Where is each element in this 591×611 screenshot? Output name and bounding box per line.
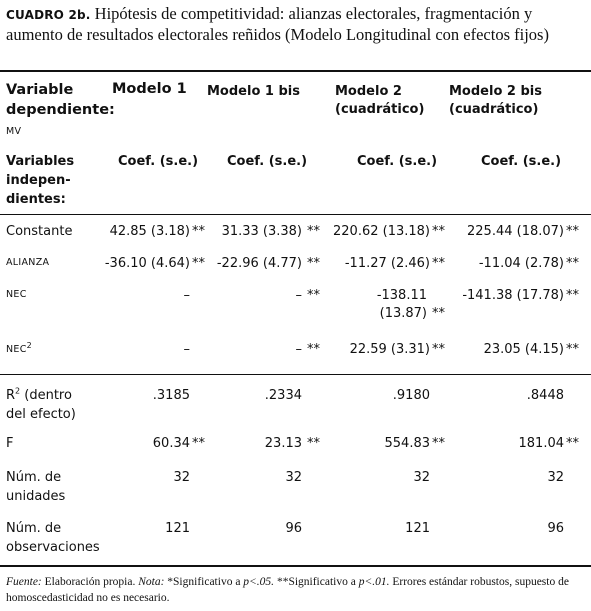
sig-nec2-3: **: [432, 342, 445, 357]
cell-unidades-2: 32: [285, 470, 302, 485]
col-header-modelo-2-sub: (cuadrático): [335, 102, 425, 117]
cell-nec2-4: 23.05 (4.15): [483, 342, 564, 357]
nota-text-a: *Significativo a: [167, 576, 244, 588]
nota-text-b: **Significativo a: [274, 576, 359, 588]
cell-alianza-1: -36.10 (4.64): [104, 256, 190, 271]
caption-title: Hipótesis de competitividad: alianzas el…: [6, 4, 549, 44]
cell-unidades-3: 32: [413, 470, 430, 485]
cell-observaciones-1: 121: [165, 521, 190, 536]
nec2-label-sup: 2: [26, 340, 33, 350]
coef-label-2: Coef. (s.e.): [227, 154, 308, 169]
sig-nec2-4: **: [566, 342, 579, 357]
cell-constante-2: 31.33 (3.38): [221, 224, 302, 239]
cell-constante-3: 220.62 (13.18): [333, 224, 430, 239]
sig-alianza-2: **: [307, 256, 320, 271]
cell-nec2-3: 22.59 (3.31): [349, 342, 430, 357]
cell-nec-2: –: [295, 288, 303, 303]
sig-alianza-4: **: [566, 256, 579, 271]
table-caption: CUADRO 2b. Hipótesis de competitividad: …: [6, 4, 586, 44]
dependent-variable-value: MV: [6, 126, 22, 137]
sig-alianza-1: **: [192, 256, 205, 271]
row-label-observaciones-line2: observaciones: [6, 540, 100, 555]
cell-observaciones-2: 96: [285, 521, 302, 536]
cell-unidades-4: 32: [547, 470, 564, 485]
caption-label: CUADRO 2b.: [6, 8, 91, 22]
r2-label-rest: (dentro: [20, 388, 72, 403]
row-label-unidades: Núm. de: [6, 470, 62, 485]
cell-nec2-1: –: [183, 342, 191, 357]
fuente-text: Elaboración propia.: [44, 576, 136, 588]
row-label-constante: Constante: [6, 224, 73, 239]
row-label-r2: R2 (dentro: [6, 386, 72, 405]
cell-f-3: 554.83: [384, 436, 431, 451]
row-label-f: F: [6, 436, 14, 451]
cell-nec-3b: (13.87): [379, 306, 427, 321]
fuente-label: Fuente:: [6, 576, 42, 588]
row-label-alianza: ALIANZA: [6, 257, 50, 268]
bottom-rule: [0, 565, 591, 567]
coef-label-3: Coef. (s.e.): [357, 154, 438, 169]
nota-label: Nota:: [138, 576, 165, 588]
cell-unidades-1: 32: [173, 470, 190, 485]
header-rule: [0, 214, 591, 215]
cell-r2-4: .8448: [526, 388, 564, 403]
cell-nec-4: -141.38 (17.78): [462, 288, 564, 303]
row-label-unidades-line2: unidades: [6, 489, 66, 504]
sig-nec-4: **: [566, 288, 579, 303]
col-header-modelo-2-bis: Modelo 2 bis: [449, 84, 542, 99]
cell-alianza-2: -22.96 (4.77): [216, 256, 302, 271]
sig-f-4: **: [566, 436, 579, 451]
col-header-modelo-2-bis-sub: (cuadrático): [449, 102, 539, 117]
cell-observaciones-4: 96: [547, 521, 564, 536]
cell-constante-1: 42.85 (3.18): [109, 224, 190, 239]
top-rule: [0, 70, 591, 72]
table-footnote: Fuente: Elaboración propia. Nota: *Signi…: [6, 574, 586, 606]
col-header-modelo-1-bis: Modelo 1 bis: [207, 84, 300, 99]
mid-rule: [0, 374, 591, 375]
r2-label-sup: 2: [15, 386, 21, 396]
p01: p<.01.: [358, 576, 390, 588]
nec2-label-text: NEC: [6, 344, 27, 355]
sig-nec2-2: **: [307, 342, 320, 357]
sig-f-3: **: [432, 436, 445, 451]
sig-nec-2: **: [307, 288, 320, 303]
coef-label-4: Coef. (s.e.): [481, 154, 562, 169]
sig-constante-2: **: [307, 224, 320, 239]
cell-nec-1: –: [183, 288, 191, 303]
independent-variables-label: Variables indepen-dientes:: [6, 154, 75, 207]
cell-r2-1: .3185: [152, 388, 190, 403]
p05: p<.05.: [243, 576, 275, 588]
sig-f-1: **: [192, 436, 205, 451]
row-label-nec: NEC: [6, 289, 27, 300]
coef-label-1: Coef. (s.e.): [118, 154, 199, 169]
cell-nec2-2: –: [295, 342, 303, 357]
r2-label-r: R: [6, 388, 16, 403]
dependent-variable-label: Variable dependiente:: [6, 82, 115, 118]
sig-f-2: **: [307, 436, 320, 451]
cell-f-2: 23.13: [264, 436, 302, 451]
nota-text-c: Errores estándar robustos, supuesto de h…: [6, 576, 569, 604]
cell-alianza-3: -11.27 (2.46): [344, 256, 430, 271]
col-header-modelo-2: Modelo 2: [335, 84, 402, 99]
cell-alianza-4: -11.04 (2.78): [478, 256, 564, 271]
sig-constante-4: **: [566, 224, 579, 239]
sig-constante-1: **: [192, 224, 205, 239]
cell-observaciones-3: 121: [405, 521, 430, 536]
sig-nec-3: **: [432, 306, 445, 321]
row-label-r2-line2: del efecto): [6, 407, 76, 422]
row-label-nec2: NEC2: [6, 340, 32, 359]
cell-r2-3: .9180: [392, 388, 430, 403]
col-header-modelo-1: Modelo 1: [112, 81, 187, 97]
cell-f-4: 181.04: [518, 436, 565, 451]
sig-alianza-3: **: [432, 256, 445, 271]
cell-f-1: 60.34: [152, 436, 190, 451]
sig-constante-3: **: [432, 224, 445, 239]
cell-r2-2: .2334: [264, 388, 302, 403]
row-label-observaciones: Núm. de: [6, 521, 62, 536]
cell-constante-4: 225.44 (18.07): [467, 224, 564, 239]
cell-nec-3a: -138.11: [376, 288, 427, 303]
